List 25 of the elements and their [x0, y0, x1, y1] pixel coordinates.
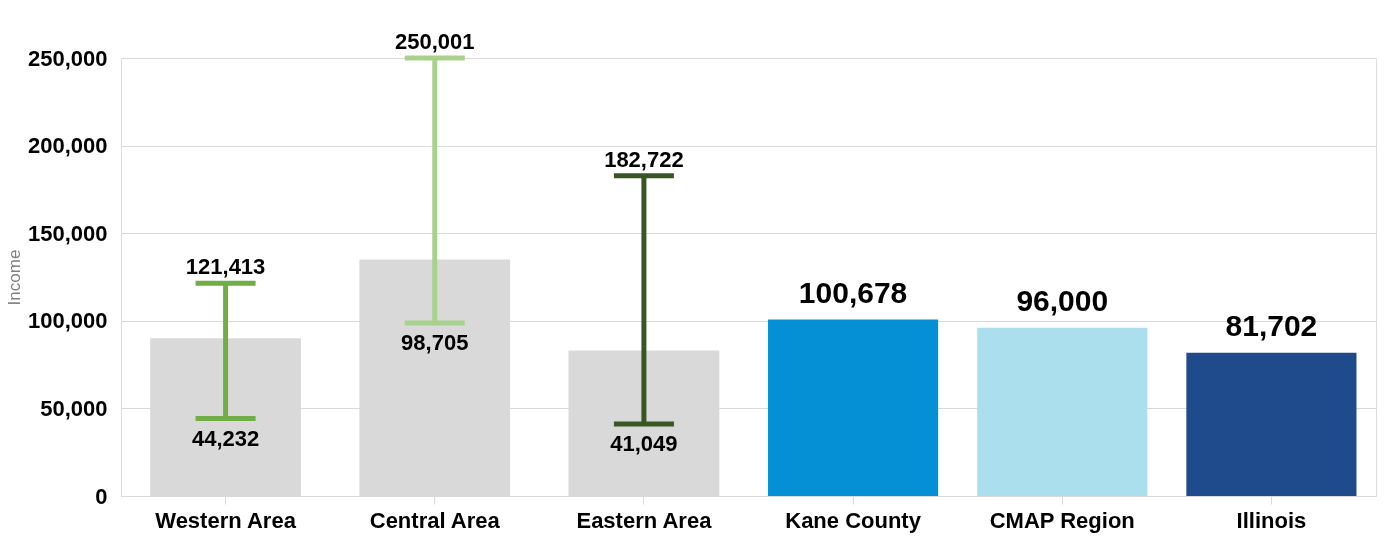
- y-tick-label: 0: [95, 483, 108, 509]
- y-tick-label: 150,000: [27, 220, 108, 246]
- x-tick-label: CMAP Region: [989, 507, 1135, 533]
- y-axis-title: Income: [4, 249, 24, 306]
- annotation: 98,705: [401, 330, 469, 356]
- y-tick-label: 200,000: [27, 133, 108, 159]
- annotation: 182,722: [604, 146, 684, 172]
- y-tick-label: 250,000: [27, 45, 108, 71]
- bar: [977, 327, 1148, 496]
- annotation: 41,049: [610, 431, 678, 457]
- x-tick-label: Illinois: [1236, 507, 1307, 533]
- annotation: 121,413: [185, 254, 266, 280]
- data-label: 96,000: [1016, 283, 1109, 317]
- y-tick-label: 100,000: [27, 308, 108, 334]
- x-tick-label: Central Area: [369, 507, 501, 533]
- x-tick-label: Kane County: [785, 507, 922, 533]
- bar: [768, 319, 939, 496]
- x-tick-label: Western Area: [155, 507, 297, 533]
- annotation: 44,232: [191, 425, 260, 451]
- bar: [1186, 352, 1357, 496]
- data-label: 81,702: [1225, 308, 1318, 342]
- y-tick-label: 50,000: [40, 395, 108, 421]
- data-label: 100,678: [798, 275, 908, 309]
- x-tick-label: Eastern Area: [576, 507, 713, 533]
- annotation: 250,001: [394, 29, 475, 54]
